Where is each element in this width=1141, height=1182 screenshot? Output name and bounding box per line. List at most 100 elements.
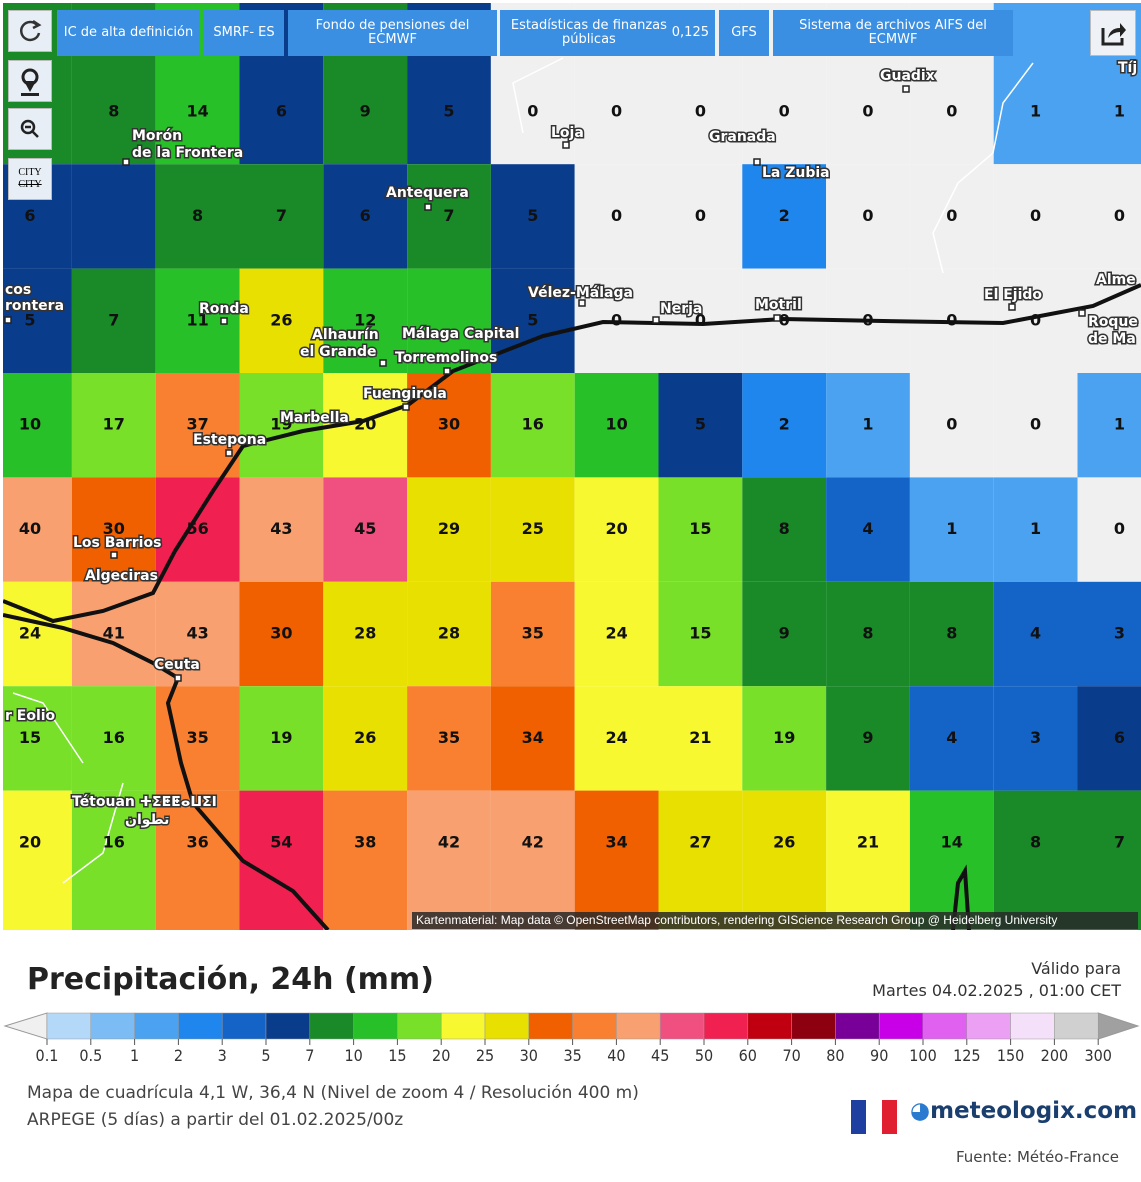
precip-value: 43 [186,624,208,643]
precip-value: 7 [108,310,119,329]
precip-value: 28 [354,624,376,643]
city-dot [652,316,660,324]
zoom-button[interactable] [8,108,52,150]
precip-value: 1 [946,519,957,538]
precip-cell [323,164,408,269]
precip-value: 16 [103,832,125,851]
precip-value: 1 [1030,519,1041,538]
city-label: Antequera [386,185,469,201]
coastline [951,864,971,930]
precip-cell [239,164,324,269]
city-label: Algeciras [85,568,158,584]
legend-swatch [484,1012,530,1040]
precip-value: 14 [941,832,963,851]
precip-value: 5 [443,102,454,121]
precip-cell [323,790,408,930]
precip-value: 10 [605,415,627,434]
legend-swatch [178,1012,223,1040]
precip-cell [3,581,72,687]
precip-cell [909,477,994,582]
precip-cell [742,164,827,269]
legend-tick-label: 25 [476,1046,494,1065]
precip-value: 0 [946,102,957,121]
precip-value: 6 [1114,728,1125,747]
tab[interactable]: IC de alta definición [57,10,200,56]
precip-value: 24 [19,624,41,643]
precip-cell [490,268,575,373]
precip-value: 0 [1030,415,1041,434]
precip-value: 1 [1114,102,1125,121]
tab[interactable]: SMRF- ES [204,10,284,56]
precip-cell [1077,268,1141,373]
city-label: Motril [755,297,802,313]
precip-value: 9 [862,728,873,747]
precip-cell [490,790,575,930]
precip-value: 6 [276,102,287,121]
precip-value: 0 [779,310,790,329]
city-label: La Zubia [762,165,830,181]
city-dot [379,359,387,367]
legend-swatch [265,1012,311,1040]
precip-cell [323,268,408,373]
precip-cell [909,373,994,478]
precip-value: 41 [103,624,125,643]
precip-cell [993,373,1078,478]
legend-below [3,1012,48,1040]
legend-swatch [440,1012,486,1040]
precip-cell [3,477,72,582]
precip-cell [826,477,910,582]
precip-cell [993,164,1078,269]
tab[interactable]: Fondo de pensiones del ECMWF [288,10,497,56]
precip-value: 0 [1030,206,1041,225]
precip-value: 17 [103,415,125,434]
precip-cell [658,581,743,687]
city-dot [578,299,586,307]
tab-label: Estadísticas de finanzas públicas [510,18,667,47]
precip-value: 8 [192,206,203,225]
tab[interactable]: Sistema de archivos AIFS del ECMWF [773,10,1013,56]
precip-value: 16 [522,415,544,434]
precip-value: 40 [19,519,41,538]
map: 8 14 6 9 5 0 0 0 0 0 0 1 16 8 7 6 7 5 0 0 2 0 0 0 05 7 11 26 12 5 0 0 0 0… [3,3,1141,930]
precip-value: 26 [354,728,376,747]
precip-value: 0 [946,206,957,225]
precip-cell [993,790,1078,930]
precip-cell [1077,373,1141,478]
legend-tick-label: 35 [563,1046,581,1065]
legend-tick-label: 20 [432,1046,450,1065]
precip-cell [71,268,156,373]
precip-cell [658,686,743,791]
model-info: ARPEGE (5 días) a partir del 01.02.2025/… [27,1110,404,1130]
legend: 0.1 0.5 1 2 3 5 7 10 15 20 25 30 35 40 45 50 60 70 80 90 100… [3,1012,1140,1065]
legend-tick-label: 2 [174,1046,183,1065]
city-button[interactable]: CITY CITY [8,158,52,200]
tab[interactable]: Estadísticas de finanzas públicas 0,125 [500,10,715,56]
precip-value: 4 [1030,624,1041,643]
legend-tick-label: 100 [909,1046,936,1065]
coastline [3,613,330,930]
precip-value: 1 [862,415,873,434]
share-button[interactable] [1090,10,1136,56]
city-dot [773,314,781,322]
legend-swatch [134,1012,179,1040]
precip-value: 8 [862,624,873,643]
city-label: Ronda [199,301,249,317]
precip-cell [909,164,994,269]
precip-cell [490,581,575,687]
precip-value: 0 [695,206,706,225]
precip-cell [909,581,994,687]
precip-cell [909,790,994,930]
precip-cell [239,581,324,687]
precip-value: 27 [689,832,711,851]
location-button[interactable] [8,60,52,102]
precip-cell [239,686,324,791]
precip-value: 30 [438,415,460,434]
tab[interactable]: GFS [719,10,769,56]
precip-value: 29 [438,519,460,538]
precip-cell [155,373,240,478]
precip-cell [574,164,659,269]
precip-cell [71,686,156,791]
reload-button[interactable] [8,10,52,52]
city-label: Nerja [660,301,702,317]
precip-value: 42 [522,832,544,851]
